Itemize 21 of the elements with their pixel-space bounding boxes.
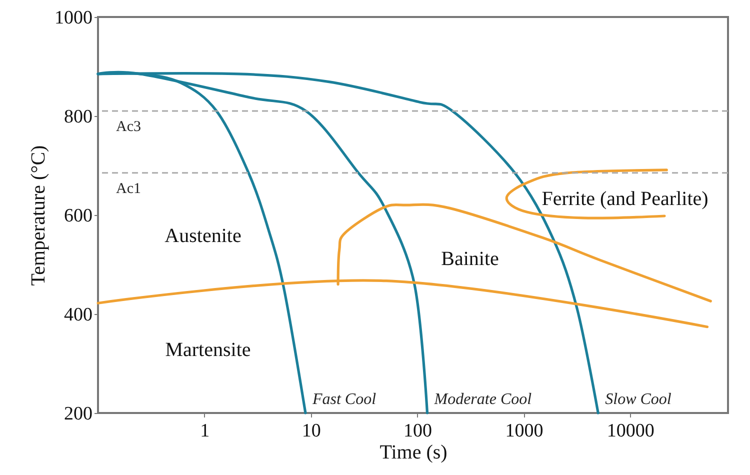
y-tick-label: 400	[64, 304, 92, 326]
series-label: Slow Cool	[605, 391, 672, 408]
y-tick-label: 1000	[54, 8, 92, 28]
x-tick-label: 10	[302, 420, 321, 442]
series-label: Moderate Cool	[433, 391, 532, 408]
y-tick-label: 600	[64, 206, 92, 226]
annotation: Martensite	[165, 339, 251, 361]
annotation: Bainite	[441, 248, 500, 270]
ref-line-label: Ac3	[116, 119, 141, 136]
annotation: Austenite	[164, 225, 242, 247]
x-tick-label: 1	[200, 420, 210, 442]
ref-line-label: Ac1	[116, 180, 141, 197]
x-tick-label: 100	[404, 420, 432, 442]
x-tick-label: 10000	[606, 420, 654, 442]
x-tick-label: 1000	[505, 420, 544, 442]
annotation: Ferrite (and Pearlite)	[542, 188, 708, 210]
x-axis-title: Time (s)	[380, 442, 448, 464]
y-axis-title: Temperature (°C)	[28, 145, 50, 286]
y-tick-label: 200	[64, 404, 92, 424]
y-tick-label: 800	[64, 106, 92, 128]
series-label: Fast Cool	[311, 391, 377, 408]
